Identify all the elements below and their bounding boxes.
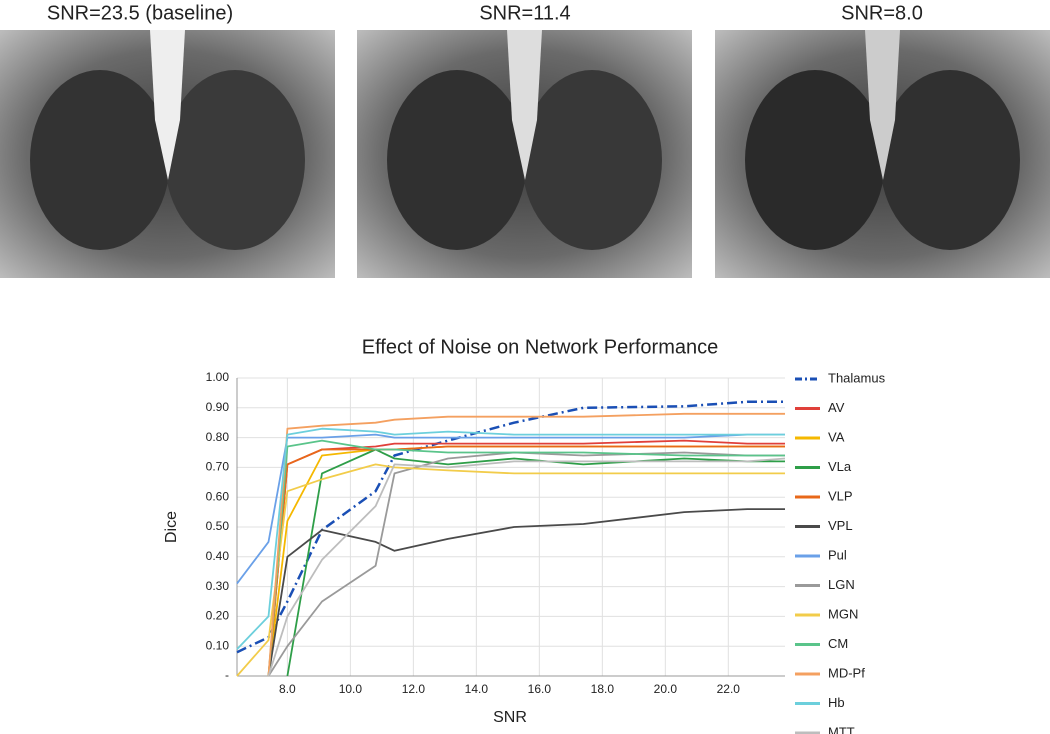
series-line [236, 433, 785, 585]
series-line [267, 451, 785, 677]
y-tick-label: 0.10 [206, 638, 230, 652]
series-line [267, 445, 785, 677]
series-line [286, 448, 785, 677]
legend-label: MGN [828, 606, 858, 621]
mri-panels: SNR=23.5 (baseline) SNR=11.4 SNR=8.0 [0, 2, 1050, 278]
series-line [267, 439, 785, 677]
x-tick-label: 18.0 [591, 682, 615, 696]
legend-label: VPL [828, 518, 853, 533]
y-tick-label: 1.00 [206, 370, 230, 384]
x-axis-label: SNR [493, 709, 527, 726]
panel-title: SNR=11.4 [479, 2, 570, 24]
y-tick-label: 0.20 [206, 609, 230, 623]
y-tick-label: 0.30 [206, 579, 230, 593]
y-tick-label: - [225, 668, 229, 682]
legend-label: AV [828, 400, 845, 415]
y-tick-label: 0.40 [206, 549, 230, 563]
x-tick-label: 10.0 [339, 682, 363, 696]
y-tick-label: 0.60 [206, 489, 230, 503]
legend-label: VLa [828, 459, 852, 474]
x-tick-label: 12.0 [402, 682, 426, 696]
legend-label: MTT [828, 724, 855, 734]
y-tick-label: 0.70 [206, 460, 230, 474]
series-line [236, 427, 785, 650]
mri-image [357, 30, 692, 278]
legend-label: CM [828, 636, 848, 651]
panel-title: SNR=23.5 (baseline) [47, 2, 233, 24]
x-tick-label: 8.0 [279, 682, 296, 696]
legend-label: VA [828, 429, 845, 444]
legend-label: LGN [828, 577, 855, 592]
series-line [267, 457, 786, 677]
panel-title: SNR=8.0 [841, 2, 923, 24]
mri-image [0, 30, 335, 278]
legend-label: VLP [828, 488, 853, 503]
x-tick-label: 22.0 [717, 682, 741, 696]
series-line [267, 412, 785, 677]
legend-label: Pul [828, 547, 847, 562]
y-tick-label: 0.50 [206, 519, 230, 533]
mri-image [715, 30, 1050, 278]
legend-label: Thalamus [828, 370, 886, 385]
y-tick-label: 0.90 [206, 400, 230, 414]
chart-title: Effect of Noise on Network Performance [362, 336, 718, 358]
x-tick-label: 14.0 [465, 682, 489, 696]
legend-label: MD-Pf [828, 665, 865, 680]
series-line [267, 439, 785, 677]
x-tick-label: 20.0 [654, 682, 678, 696]
legend-label: Hb [828, 695, 845, 710]
series-line [267, 508, 785, 677]
series-line [267, 445, 785, 677]
series-line [236, 463, 785, 677]
x-tick-label: 16.0 [528, 682, 552, 696]
y-axis-label: Dice [163, 511, 180, 543]
y-tick-label: 0.80 [206, 430, 230, 444]
